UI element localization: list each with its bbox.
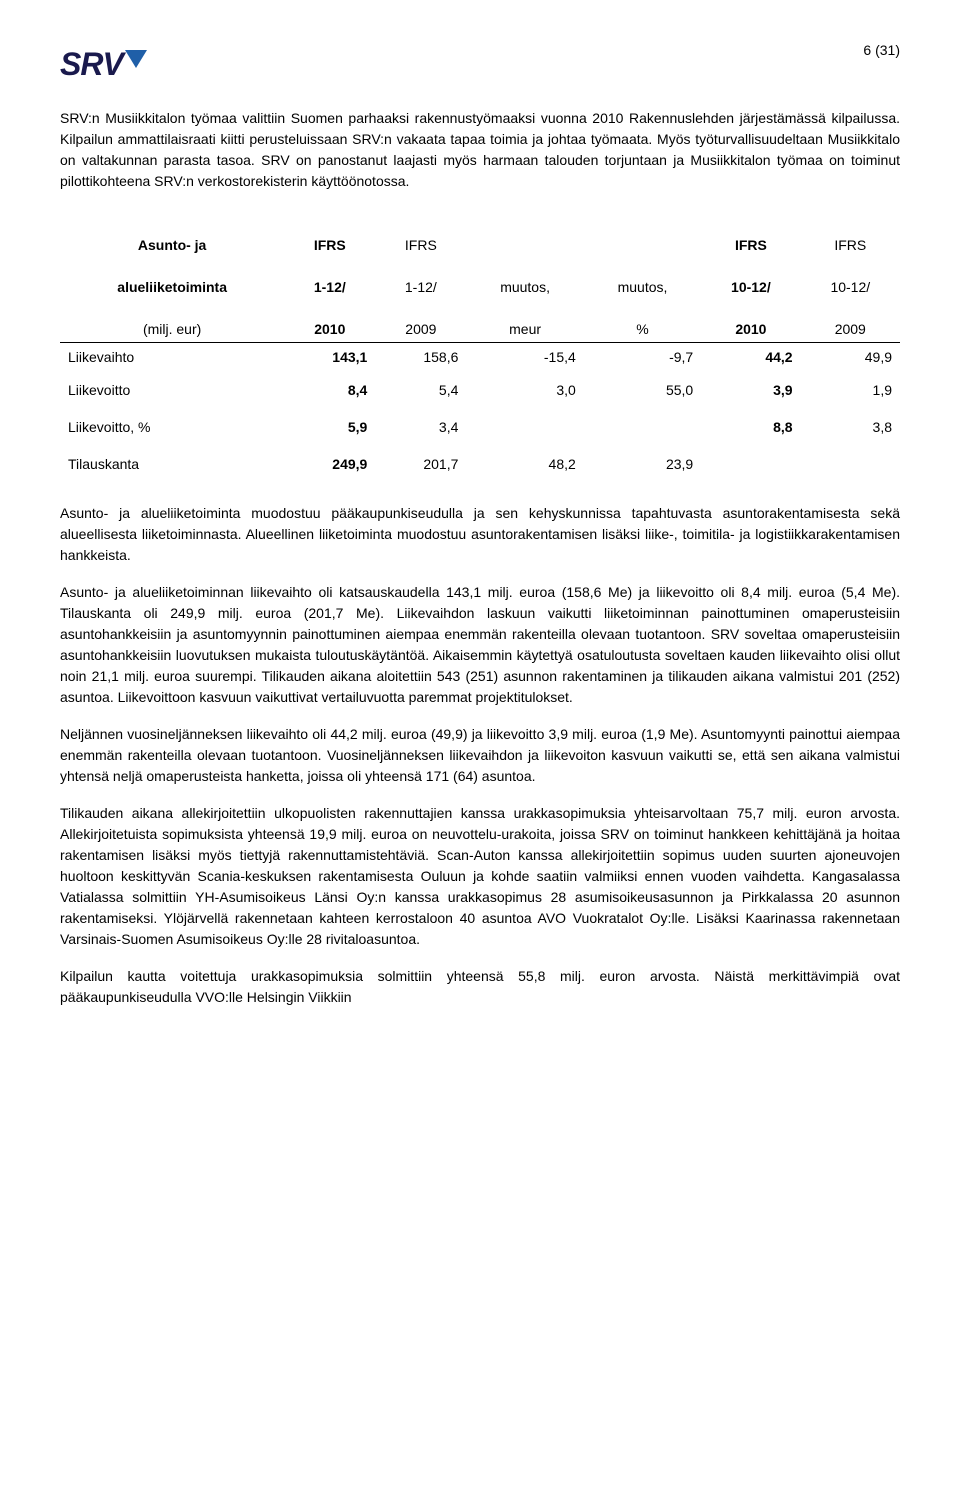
th-text: 10-12/ — [830, 279, 870, 295]
body-paragraph: Asunto- ja alueliiketoiminta muodostuu p… — [60, 503, 900, 566]
row-label: Tilauskanta — [60, 446, 284, 483]
table-cell: 8,4 — [284, 372, 375, 409]
table-cell: 23,9 — [584, 446, 701, 483]
table-header-cell: IFRS 1-12/ 2010 — [284, 212, 375, 343]
table-row: Tilauskanta 249,9 201,7 48,2 23,9 — [60, 446, 900, 483]
table-row: Liikevoitto 8,4 5,4 3,0 55,0 3,9 1,9 — [60, 372, 900, 409]
table-cell: 44,2 — [701, 343, 800, 373]
th-text: muutos, — [618, 279, 668, 295]
table-cell — [801, 446, 900, 483]
table-cell: 249,9 — [284, 446, 375, 483]
page-header: SRV 6 (31) — [60, 40, 900, 88]
th-text: % — [636, 321, 648, 337]
th-text: IFRS — [735, 237, 767, 253]
th-text: IFRS — [834, 237, 866, 253]
body-paragraph: Asunto- ja alueliiketoiminnan liikevaiht… — [60, 582, 900, 708]
company-logo: SRV — [60, 40, 147, 88]
th-text: 1-12/ — [405, 279, 437, 295]
table-header-cell: IFRS 10-12/ 2009 — [801, 212, 900, 343]
table-body: Liikevaihto 143,1 158,6 -15,4 -9,7 44,2 … — [60, 343, 900, 484]
table-cell: -15,4 — [466, 343, 583, 373]
body-paragraph: Kilpailun kautta voitettuja urakkasopimu… — [60, 966, 900, 1008]
logo-text: SRV — [60, 40, 123, 88]
th-text: IFRS — [314, 237, 346, 253]
th-text: 2009 — [405, 321, 436, 337]
table-cell: 3,4 — [375, 409, 466, 446]
th-text: 10-12/ — [731, 279, 771, 295]
table-header-cell: muutos, % — [584, 212, 701, 343]
table-cell: 5,4 — [375, 372, 466, 409]
table-cell: 49,9 — [801, 343, 900, 373]
th-text: 2010 — [735, 321, 766, 337]
table-header-row: Asunto- ja alueliiketoiminta (milj. eur)… — [60, 212, 900, 343]
table-header-cell: IFRS 1-12/ 2009 — [375, 212, 466, 343]
intro-paragraph: SRV:n Musiikkitalon työmaa valittiin Suo… — [60, 108, 900, 192]
table-cell: -9,7 — [584, 343, 701, 373]
row-label: Liikevoitto, % — [60, 409, 284, 446]
table-cell — [584, 409, 701, 446]
body-paragraph: Tilikauden aikana allekirjoitettiin ulko… — [60, 803, 900, 950]
table-cell: 3,9 — [701, 372, 800, 409]
table-cell: 1,9 — [801, 372, 900, 409]
th-text: alueliiketoiminta — [117, 279, 227, 295]
table-cell: 143,1 — [284, 343, 375, 373]
table-header-cell: muutos, meur — [466, 212, 583, 343]
table-cell: 5,9 — [284, 409, 375, 446]
table-header-label: Asunto- ja alueliiketoiminta (milj. eur) — [60, 212, 284, 343]
table-cell: 8,8 — [701, 409, 800, 446]
th-text: IFRS — [405, 237, 437, 253]
th-text: 2009 — [835, 321, 866, 337]
body-paragraph: Neljännen vuosineljänneksen liikevaihto … — [60, 724, 900, 787]
row-label: Liikevoitto — [60, 372, 284, 409]
logo-triangle-icon — [125, 50, 147, 78]
table-cell — [466, 409, 583, 446]
th-text: Asunto- ja — [138, 237, 206, 253]
th-text: (milj. eur) — [143, 321, 201, 337]
table-cell: 55,0 — [584, 372, 701, 409]
th-text: 2010 — [314, 321, 345, 337]
table-cell — [701, 446, 800, 483]
table-cell: 158,6 — [375, 343, 466, 373]
th-text: muutos, — [500, 279, 550, 295]
th-text: 1-12/ — [314, 279, 346, 295]
table-row: Liikevaihto 143,1 158,6 -15,4 -9,7 44,2 … — [60, 343, 900, 373]
row-label: Liikevaihto — [60, 343, 284, 373]
table-header-cell: IFRS 10-12/ 2010 — [701, 212, 800, 343]
table-cell: 3,8 — [801, 409, 900, 446]
table-cell: 201,7 — [375, 446, 466, 483]
table-cell: 48,2 — [466, 446, 583, 483]
page-number: 6 (31) — [863, 40, 900, 61]
financial-table: Asunto- ja alueliiketoiminta (milj. eur)… — [60, 212, 900, 483]
th-text: meur — [509, 321, 541, 337]
table-row: Liikevoitto, % 5,9 3,4 8,8 3,8 — [60, 409, 900, 446]
table-cell: 3,0 — [466, 372, 583, 409]
